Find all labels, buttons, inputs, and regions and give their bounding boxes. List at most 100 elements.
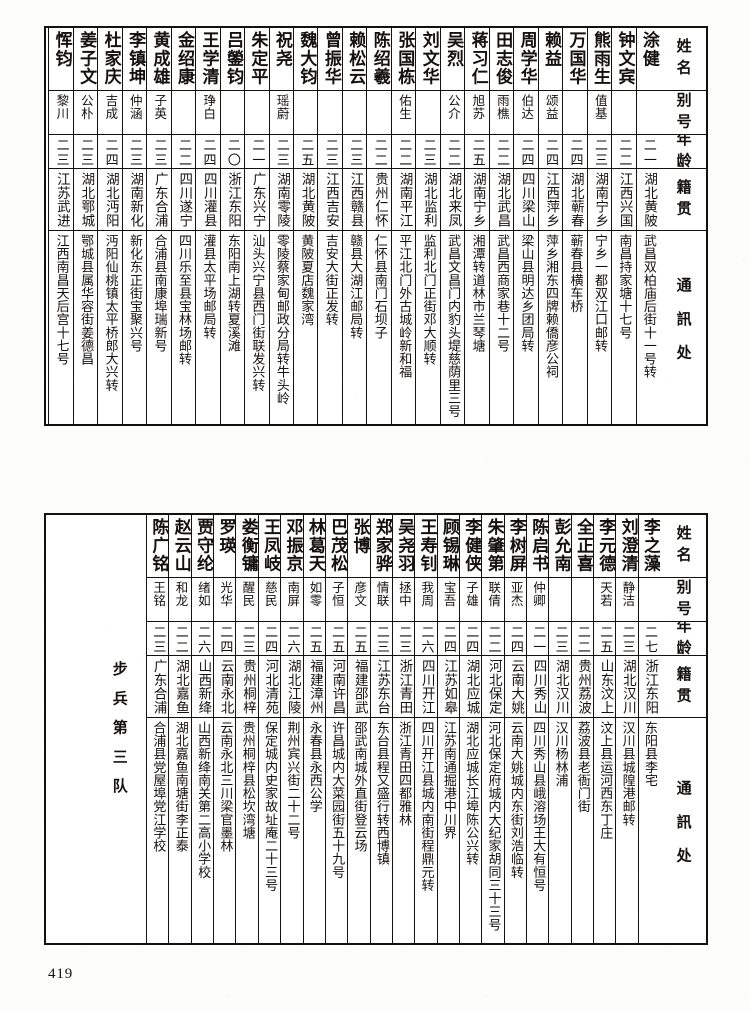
entry-age-text: 二二 bbox=[616, 138, 632, 168]
entry-native-text: 湖北沔阳 bbox=[102, 172, 119, 228]
unit-label-text: 步兵第三队 bbox=[110, 661, 129, 808]
entry-native: 江西兴国 bbox=[612, 168, 636, 230]
entry-address: 新化东正街宝聚兴号 bbox=[122, 230, 147, 424]
entry-native-text: 浙江青田 bbox=[396, 659, 413, 715]
entry-age-text: 二四 bbox=[543, 138, 559, 168]
entry-name: 刘文华 bbox=[416, 28, 439, 90]
entry-address: 仁怀县南门石坝子 bbox=[367, 230, 391, 424]
entry-age: 二一 bbox=[245, 134, 269, 168]
entry-age-text: 二二 bbox=[445, 138, 461, 168]
entry-age-text: 二五 bbox=[298, 138, 314, 168]
entry-alias-text: 雨樵 bbox=[494, 94, 510, 120]
entry-age: 二六 bbox=[191, 621, 214, 655]
roster-entry-column: 李健侠 子雄 二四 湖北应城 湖北应城长江埠陈公兴转 bbox=[458, 515, 482, 943]
entry-age: 二四 bbox=[459, 621, 482, 655]
roster-entry-column: 赖益 颂益 二四 江西萍乡 萍乡湘东四牌赖僑彦公祠 bbox=[537, 28, 563, 424]
entry-alias-text: 值基 bbox=[592, 94, 608, 120]
entry-alias-text: 南屏 bbox=[285, 581, 301, 607]
entry-address: 武昌双柏庙后街十一号转 bbox=[636, 230, 660, 424]
entry-alias bbox=[416, 90, 440, 134]
entry-name-text: 熊雨生 bbox=[589, 31, 610, 87]
entry-name: 陈启书 bbox=[527, 515, 548, 577]
entry-age-text: 二二 bbox=[371, 138, 387, 168]
roster-entry-column: 刘文华 二三 湖北监利 监利北门正街邓大顺转 bbox=[415, 28, 440, 424]
entry-name-text: 田志俊 bbox=[492, 31, 513, 87]
entry-age: 二三 bbox=[392, 621, 415, 655]
entry-native-text: 福建漳州 bbox=[307, 659, 324, 715]
entry-name: 朱定平 bbox=[245, 28, 268, 90]
entry-name-text: 涂健 bbox=[638, 31, 659, 68]
entry-address: 湖北应城长江埠陈公兴转 bbox=[459, 717, 482, 943]
entry-name: 周学华 bbox=[514, 28, 537, 90]
roster-entry-column: 彭允南 二三 湖北汉川 汉川杨林浦 bbox=[548, 515, 571, 943]
entry-name-text: 邓振京 bbox=[282, 518, 303, 574]
entry-alias bbox=[638, 577, 660, 621]
entry-age: 二二 bbox=[482, 621, 504, 655]
roster-entry-column: 金绍康 二二 四川遂宁 四川乐至县宝林场邮转 bbox=[170, 28, 196, 424]
entry-age-text: 二三 bbox=[347, 138, 363, 168]
entry-alias-text: 光华 bbox=[218, 581, 234, 607]
entry-alias-text: 联倩 bbox=[486, 581, 502, 607]
entry-alias: 慈民 bbox=[258, 577, 281, 621]
roster-entry-column: 涂健 二一 湖北黄陂 武昌双柏庙后街十一号转 bbox=[635, 28, 660, 424]
entry-name-text: 郑家骅 bbox=[371, 518, 392, 574]
entry-address: 东阳县李宅 bbox=[638, 717, 660, 943]
entry-age-text: 二四 bbox=[262, 625, 278, 655]
entry-alias-text: 王铭 bbox=[151, 581, 167, 607]
entry-native: 福建邵武 bbox=[348, 655, 370, 717]
entry-native-text: 河北保定 bbox=[485, 659, 502, 715]
entry-age-text: 二二 bbox=[485, 625, 501, 655]
roster-table-top: 姓名 别号 年龄 籍贯 通訊处 涂健 二一 湖北黄陂 武昌双柏庙后街十一号转 钟文宾 二二 江西兴国南… bbox=[44, 26, 708, 426]
entry-name-text: 王凤岐 bbox=[260, 518, 281, 574]
entry-name-text: 张国栋 bbox=[394, 31, 415, 87]
entry-age: 二四 bbox=[504, 621, 526, 655]
entry-native-text: 湖北汉川 bbox=[619, 659, 636, 715]
entry-native: 湖北黄陂 bbox=[293, 168, 318, 230]
entry-native: 湖北鄂城 bbox=[73, 168, 98, 230]
entry-address: 监利北门正街邓大顺转 bbox=[416, 230, 440, 424]
entry-native: 河北保定 bbox=[482, 655, 504, 717]
entry-alias: 伯达 bbox=[514, 90, 538, 134]
entry-address-text: 浙江青田四都雅林 bbox=[396, 721, 412, 827]
entry-alias bbox=[549, 577, 571, 621]
entry-age: 二七 bbox=[638, 621, 660, 655]
entry-age: 二二 bbox=[367, 134, 391, 168]
entry-native: 江西萍乡 bbox=[538, 168, 563, 230]
entry-name: 吕鎣钧 bbox=[221, 28, 244, 90]
entry-address-text: 监利北门正街邓大顺转 bbox=[420, 234, 436, 366]
roster-entry-column: 蒋习仁 旭苏 二五 湖南宁乡 湘潭转道林市兰琴塘 bbox=[464, 28, 489, 424]
entry-age-text: 二七 bbox=[641, 625, 657, 655]
entry-age-text: 二二 bbox=[175, 138, 191, 168]
entry-age-text: 二四 bbox=[507, 625, 523, 655]
entry-name: 赖松云 bbox=[343, 28, 366, 90]
entry-native-text: 广东合浦 bbox=[151, 172, 168, 228]
entry-native-text: 四川开江 bbox=[418, 659, 435, 715]
roster-entry-column: 祝尧 瑶蔚 二三 湖南零陵 零陵蔡家甸邮政分局转牛头岭 bbox=[268, 28, 293, 424]
roster-entry-column: 顾锡琳 宝吾 二四 江苏如皋 江苏南通掘港中川界 bbox=[436, 515, 459, 943]
entry-alias: 子雄 bbox=[459, 577, 482, 621]
entry-native-text: 湖北监利 bbox=[420, 172, 437, 228]
entry-age: 二四 bbox=[563, 134, 587, 168]
entry-alias bbox=[342, 90, 367, 134]
entry-address: 河北保定府城内大纪家胡同三十三号 bbox=[482, 717, 504, 943]
entry-alias-text: 颂益 bbox=[543, 94, 559, 120]
entry-alias-text: 仲卿 bbox=[530, 581, 546, 607]
entry-alias-text: 瑶蔚 bbox=[274, 94, 290, 120]
entry-address-text: 汕头兴宁县西门街联发兴转 bbox=[249, 234, 265, 392]
entry-address: 宁乡一都双江口邮转 bbox=[587, 230, 612, 424]
entry-age-text: 二三 bbox=[151, 138, 167, 168]
entry-age-text: 二三 bbox=[239, 625, 255, 655]
entry-alias: 仲涵 bbox=[122, 90, 147, 134]
entry-name: 李之藻 bbox=[639, 515, 660, 577]
entry-address: 灌县太平场邮局转 bbox=[196, 230, 220, 424]
entry-name: 罗瑛 bbox=[214, 515, 235, 577]
entry-address-text: 武昌西商家巷十二号 bbox=[494, 234, 510, 353]
entry-address-text: 永春县永西公学 bbox=[306, 721, 322, 813]
roster-entry-column: 熊雨生 值基 二三 湖南宁乡 宁乡一都双江口邮转 bbox=[586, 28, 612, 424]
entry-age-text: 二五 bbox=[329, 625, 345, 655]
entry-native-text: 江苏如皋 bbox=[441, 659, 458, 715]
entry-alias bbox=[171, 90, 196, 134]
entry-native: 浙江青田 bbox=[392, 655, 415, 717]
roster-entry-column: 邓振京 南屏 二六 湖北江陵 荆州宾兴街二十二号 bbox=[280, 515, 303, 943]
